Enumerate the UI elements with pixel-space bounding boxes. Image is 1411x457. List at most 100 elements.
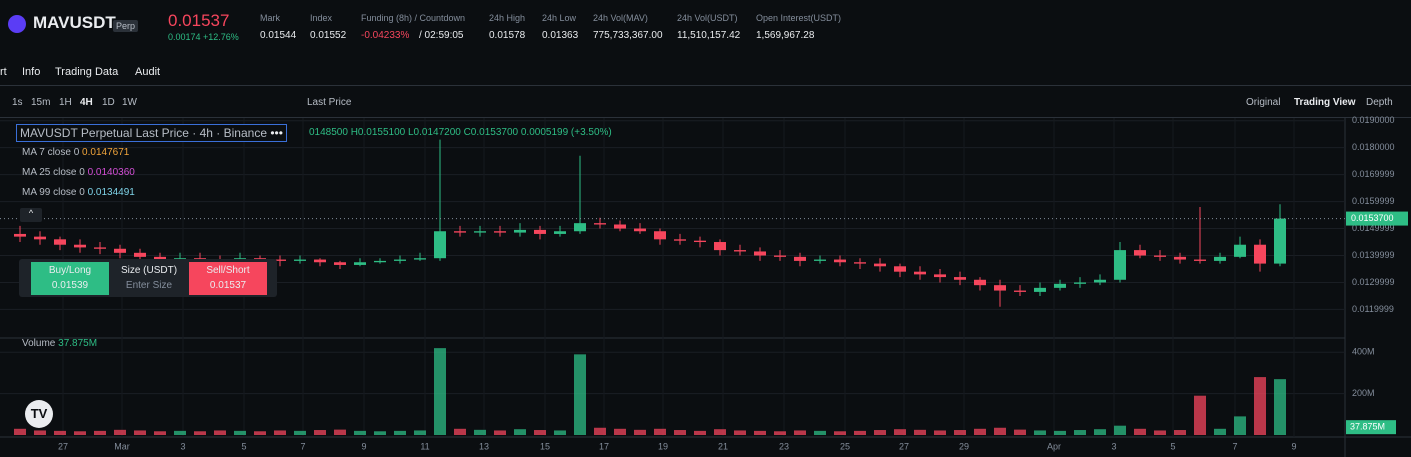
volume-bar — [1154, 430, 1166, 435]
stat-value: 775,733,367.00 — [593, 30, 663, 41]
candle-body — [1074, 282, 1086, 284]
volume-bar — [374, 431, 386, 435]
ma-row: MA 25 close 0 0.0140360 — [22, 167, 135, 178]
tab[interactable]: Trading Data — [55, 66, 119, 78]
candle-body — [1234, 244, 1246, 257]
interval[interactable]: 1W — [122, 97, 137, 108]
volume-bar — [574, 354, 586, 435]
ma-value: 0.0134491 — [87, 187, 135, 198]
volume-bar — [194, 431, 206, 435]
volume-bar — [1214, 428, 1226, 435]
size-input[interactable]: Enter Size — [125, 280, 173, 291]
candle-body — [854, 262, 866, 264]
ma-row: MA 7 close 0 0.0147671 — [22, 147, 129, 158]
candle-body — [1014, 290, 1026, 292]
candle-body — [274, 259, 286, 261]
tab[interactable]: Audit — [135, 66, 161, 78]
view[interactable]: Trading View — [1294, 97, 1356, 108]
candle-body — [694, 240, 706, 243]
candle-body — [994, 285, 1006, 291]
x-tick-label: 9 — [1291, 441, 1296, 451]
candle-body — [1174, 256, 1186, 260]
symbol[interactable]: MAVUSDT — [33, 13, 116, 32]
volume-bar — [254, 431, 266, 435]
volume-bar — [774, 431, 786, 435]
ma-value: 0.0140360 — [87, 167, 135, 178]
volume-bar — [14, 428, 26, 435]
buy-button[interactable]: Buy/Long 0.01539 — [31, 262, 109, 295]
x-tick-label: 15 — [540, 441, 550, 451]
candle-body — [554, 231, 566, 234]
volume-bar — [94, 430, 106, 435]
interval[interactable]: 4H — [80, 97, 93, 108]
candle-body — [294, 259, 306, 261]
volume-bar — [414, 430, 426, 435]
x-tick-label: 3 — [180, 441, 185, 451]
candle-body — [934, 274, 946, 278]
interval[interactable]: 1H — [59, 97, 72, 108]
collapse-button[interactable]: ^ — [20, 208, 42, 222]
stat-extra: / 02:59:05 — [419, 30, 464, 41]
volume-bar — [714, 429, 726, 435]
tab[interactable]: rt — [0, 66, 7, 78]
volume-bar — [694, 430, 706, 435]
candle-body — [14, 233, 26, 237]
stat-value: 0.01544 — [260, 30, 297, 41]
sell-price: 0.01537 — [209, 280, 247, 291]
volume-bar — [894, 429, 906, 435]
x-tick-label: 5 — [241, 441, 246, 451]
tab[interactable]: Info — [22, 66, 41, 78]
divider — [0, 85, 1411, 86]
y-tick-label: 0.0190000 — [1352, 115, 1395, 125]
price-type[interactable]: Last Price — [307, 97, 352, 108]
volume-bar — [134, 430, 146, 435]
view[interactable]: Original — [1246, 97, 1281, 108]
candle-body — [134, 252, 146, 257]
candle-body — [594, 223, 606, 225]
candle-body — [814, 259, 826, 261]
view[interactable]: Depth — [1366, 97, 1393, 108]
x-tick-label: 19 — [658, 441, 668, 451]
candle-body — [714, 242, 726, 251]
price: 0.01537 — [168, 11, 230, 30]
x-tick-label: 25 — [840, 441, 850, 451]
chart-title: MAVUSDT Perpetual Last Price · 4h · Bina… — [16, 124, 287, 142]
volume-bar — [394, 430, 406, 435]
volume-bar — [214, 430, 226, 435]
candle-body — [94, 247, 106, 249]
candle-body — [894, 266, 906, 272]
stat-label: Open Interest(USDT) — [756, 13, 842, 23]
y-tick-label: 0.0129999 — [1352, 277, 1395, 287]
tv-logo[interactable]: TV — [25, 400, 53, 428]
volume-tag — [1346, 420, 1396, 435]
volume-bar — [754, 430, 766, 435]
candle-body — [674, 239, 686, 241]
candle-body — [354, 262, 366, 265]
volume-bar — [794, 430, 806, 435]
candle-body — [394, 259, 406, 261]
sell-button[interactable]: Sell/Short 0.01537 — [189, 262, 267, 295]
candle-body — [254, 258, 266, 260]
volume-bar — [454, 428, 466, 435]
candle-body — [574, 223, 586, 232]
coin-icon — [8, 15, 26, 33]
divider — [0, 117, 1411, 118]
x-tick-label: 23 — [779, 441, 789, 451]
candle-body — [1114, 250, 1126, 280]
volume-bar — [1094, 429, 1106, 435]
volume-bar — [594, 427, 606, 435]
interval[interactable]: 1D — [102, 97, 115, 108]
volume-bar — [994, 427, 1006, 435]
volume-bar — [734, 430, 746, 435]
interval[interactable]: 1s — [12, 97, 23, 108]
ohlc: 0148500 H0.0155100 L0.0147200 C0.0153700… — [309, 127, 612, 138]
candle-body — [314, 259, 326, 263]
candle-body — [54, 239, 66, 245]
x-tick-label: Mar — [114, 441, 130, 451]
candle-body — [194, 258, 206, 260]
volume-bar — [54, 430, 66, 435]
volume-legend: Volume 37.875M — [22, 338, 97, 349]
candle-body — [1034, 287, 1046, 292]
interval[interactable]: 15m — [31, 97, 51, 108]
